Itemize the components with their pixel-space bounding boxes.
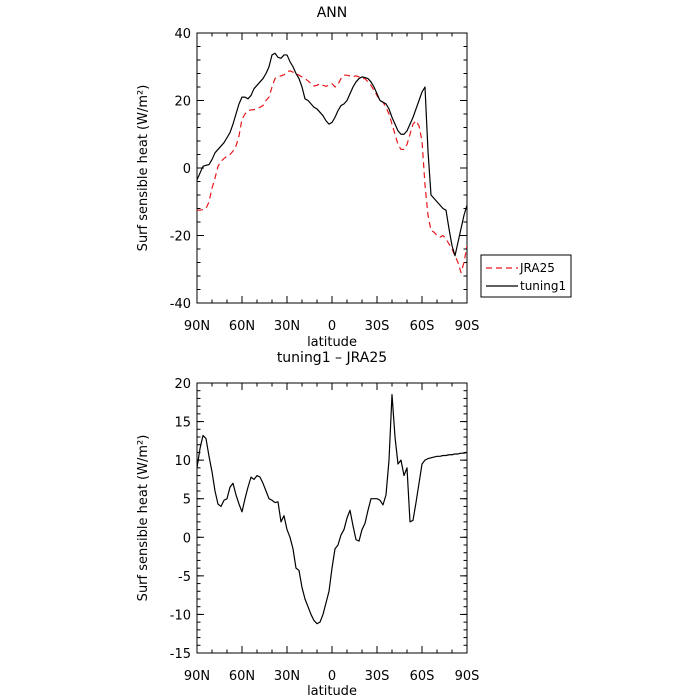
x-tick-label: 90S bbox=[455, 319, 480, 334]
series-line bbox=[197, 52, 467, 257]
y-tick-label: -40 bbox=[170, 297, 191, 312]
x-tick-label: 60S bbox=[410, 669, 435, 684]
chart-title: tuning1 – JRA25 bbox=[277, 350, 387, 366]
series-line bbox=[197, 393, 467, 625]
y-tick-label: 20 bbox=[174, 377, 191, 392]
y-tick-label: -5 bbox=[178, 570, 191, 585]
x-tick-label: 30N bbox=[274, 319, 300, 334]
series-tuning1 bbox=[197, 52, 467, 257]
y-tick-label: 15 bbox=[174, 416, 191, 431]
series-jra25 bbox=[197, 70, 467, 274]
legend: JRA25 tuning1 bbox=[480, 254, 572, 298]
y-tick-label: 5 bbox=[183, 493, 191, 508]
x-tick-label: 0 bbox=[328, 669, 336, 684]
x-tick-label: 60S bbox=[410, 319, 435, 334]
y-tick-label: -20 bbox=[170, 230, 191, 245]
legend-label: tuning1 bbox=[520, 279, 566, 293]
chart-title: ANN bbox=[317, 5, 348, 21]
x-tick-label: 60N bbox=[229, 319, 255, 334]
legend-box bbox=[480, 254, 572, 298]
y-tick-label: -15 bbox=[170, 647, 191, 662]
series-line bbox=[197, 70, 467, 274]
plot-frame bbox=[196, 382, 468, 654]
x-tick-label: 90N bbox=[184, 669, 210, 684]
x-tick-label: 90N bbox=[184, 319, 210, 334]
x-tick-label: 30N bbox=[274, 669, 300, 684]
y-axis-label: Surf sensible heat (W/m²) bbox=[136, 435, 151, 602]
series-difference bbox=[197, 393, 467, 625]
legend-label: JRA25 bbox=[519, 261, 555, 275]
y-tick-label: 0 bbox=[183, 162, 191, 177]
panel-bottom: tuning1 – JRA25 -15 -10 -5 0 5 10 15 20 90N 60N 30N… bbox=[136, 350, 479, 699]
y-tick-label: 20 bbox=[174, 95, 191, 110]
y-tick-label: 10 bbox=[174, 454, 191, 469]
x-tick-label: 30S bbox=[365, 319, 390, 334]
x-tick-label: 90S bbox=[455, 669, 480, 684]
y-tick-label: -10 bbox=[170, 608, 191, 623]
y-axis-label: Surf sensible heat (W/m²) bbox=[136, 85, 151, 252]
x-tick-label: 60N bbox=[229, 669, 255, 684]
panel-top: ANN -40 -20 0 20 40 90N 60N 30N 0 30S 60S 90S latitud… bbox=[136, 5, 572, 350]
plot-frame bbox=[196, 32, 468, 304]
y-tick-label: 40 bbox=[174, 27, 191, 42]
x-axis-label: latitude bbox=[307, 335, 357, 350]
x-tick-label: 0 bbox=[328, 319, 336, 334]
x-axis-label: latitude bbox=[307, 684, 357, 699]
y-tick-label: 0 bbox=[183, 531, 191, 546]
x-tick-label: 30S bbox=[365, 669, 390, 684]
